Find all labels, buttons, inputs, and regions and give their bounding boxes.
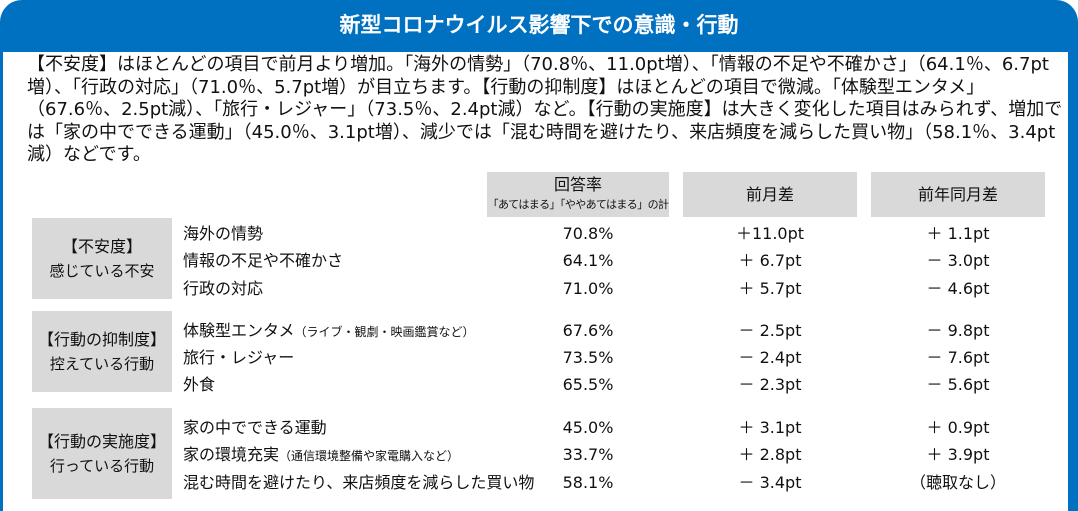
row-item: 旅行・レジャー bbox=[183, 344, 294, 373]
table-row: 家の環境充実（通信環境整備や家電購入など） 33.7% ＋ 2.8pt ＋ 3.… bbox=[183, 441, 1063, 468]
table-row: 旅行・レジャー 73.5% － 2.4pt － 7.6pt bbox=[183, 344, 1063, 371]
rate-value: 65.5% bbox=[562, 375, 614, 394]
row-item: 家の中でできる運動 bbox=[183, 414, 327, 443]
group-title: 【不安度】 bbox=[61, 236, 142, 256]
row-item: 海外の情勢 bbox=[183, 220, 263, 249]
yoy-value: － 3.0pt bbox=[926, 251, 990, 270]
row-item: 情報の不足や不確かさ bbox=[183, 247, 343, 276]
table-row: 外食 65.5% － 2.3pt － 5.6pt bbox=[183, 371, 1063, 398]
header-mom: 前月差 bbox=[683, 172, 857, 217]
item-label: 体験型エンタメ bbox=[183, 321, 295, 340]
rate-value: 64.1% bbox=[562, 251, 614, 270]
header-rate-label: 回答率 bbox=[553, 175, 602, 194]
rate-value: 67.6% bbox=[562, 321, 614, 340]
yoy-value: ＋ 3.9pt bbox=[926, 445, 990, 464]
item-label: 家の環境充実 bbox=[183, 445, 280, 464]
group-label: 【行動の抑制度】 控えている行動 bbox=[32, 311, 172, 392]
panel-body: 【不安度】はほとんどの項目で前月より増加。「海外の情勢」（70.8％、11.0p… bbox=[3, 52, 1068, 511]
table-row: 情報の不足や不確かさ 64.1% ＋ 6.7pt － 3.0pt bbox=[183, 247, 1063, 274]
item-label: 情報の不足や不確かさ bbox=[183, 251, 344, 270]
table-row: 海外の情勢 70.8% ＋11.0pt ＋ 1.1pt bbox=[183, 220, 1063, 247]
mom-value: － 2.5pt bbox=[738, 321, 802, 340]
panel-title: 新型コロナウイルス影響下での意識・行動 bbox=[339, 13, 739, 37]
group-label: 【行動の実施度】 行っている行動 bbox=[32, 408, 172, 499]
yoy-value: － 7.6pt bbox=[926, 348, 990, 367]
item-label: 旅行・レジャー bbox=[183, 348, 295, 367]
header-yoy-label: 前年同月差 bbox=[917, 185, 998, 204]
mom-value: ＋11.0pt bbox=[735, 224, 805, 243]
item-label: 家の中でできる運動 bbox=[183, 418, 327, 437]
summary-text: 【不安度】はほとんどの項目で前月より増加。「海外の情勢」（70.8％、11.0p… bbox=[27, 54, 1063, 165]
row-item: 家の環境充実（通信環境整備や家電購入など） bbox=[183, 441, 459, 470]
header-yoy: 前年同月差 bbox=[871, 172, 1045, 217]
table-row: 体験型エンタメ（ライブ・観劇・映画鑑賞など） 67.6% － 2.5pt － 9… bbox=[183, 317, 1063, 344]
row-item: 外食 bbox=[183, 371, 215, 400]
item-label: 混む時間を避けたり、来店頻度を減らした買い物 bbox=[183, 473, 535, 492]
mom-value: ＋ 2.8pt bbox=[738, 445, 802, 464]
yoy-value: － 9.8pt bbox=[926, 321, 990, 340]
mom-value: ＋ 6.7pt bbox=[738, 251, 802, 270]
mom-value: ＋ 5.7pt bbox=[738, 279, 802, 298]
rate-value: 33.7% bbox=[562, 445, 614, 464]
item-label: 外食 bbox=[183, 375, 216, 394]
yoy-value: （聴取なし） bbox=[909, 473, 1006, 492]
row-item: 行政の対応 bbox=[183, 275, 263, 304]
rate-value: 71.0% bbox=[562, 279, 614, 298]
yoy-value: ＋ 0.9pt bbox=[926, 418, 990, 437]
yoy-value: － 5.6pt bbox=[926, 375, 990, 394]
item-label: 海外の情勢 bbox=[183, 224, 264, 243]
group-subtitle: 感じている不安 bbox=[49, 261, 155, 280]
rate-value: 58.1% bbox=[562, 473, 614, 492]
item-note: （ライブ・観劇・映画鑑賞など） bbox=[294, 325, 475, 339]
header-rate-note: 「あてはまる」「ややあてはまる」の計 bbox=[487, 198, 669, 211]
rate-value: 70.8% bbox=[562, 224, 614, 243]
table-row: 行政の対応 71.0% ＋ 5.7pt － 4.6pt bbox=[183, 275, 1063, 302]
row-item: 混む時間を避けたり、来店頻度を減らした買い物 bbox=[183, 469, 534, 498]
mom-value: － 2.3pt bbox=[738, 375, 802, 394]
row-item: 体験型エンタメ（ライブ・観劇・映画鑑賞など） bbox=[183, 317, 475, 346]
header-mom-label: 前月差 bbox=[745, 185, 794, 204]
item-note: （通信環境整備や家電購入など） bbox=[279, 449, 460, 463]
group-title: 【行動の実施度】 bbox=[37, 431, 166, 451]
mom-value: － 3.4pt bbox=[738, 473, 802, 492]
mom-value: ＋ 3.1pt bbox=[738, 418, 802, 437]
rate-value: 73.5% bbox=[562, 348, 614, 367]
table-row: 家の中でできる運動 45.0% ＋ 3.1pt ＋ 0.9pt bbox=[183, 414, 1063, 441]
yoy-value: ＋ 1.1pt bbox=[926, 224, 990, 243]
rate-value: 45.0% bbox=[562, 418, 614, 437]
group-subtitle: 行っている行動 bbox=[49, 456, 155, 475]
group-label: 【不安度】感じている不安 bbox=[32, 218, 172, 299]
item-label: 行政の対応 bbox=[183, 279, 264, 298]
group-title: 【行動の抑制度】 bbox=[37, 329, 166, 349]
table-row: 混む時間を避けたり、来店頻度を減らした買い物 58.1% － 3.4pt （聴取… bbox=[183, 469, 1063, 496]
mom-value: － 2.4pt bbox=[738, 348, 802, 367]
group-subtitle: 控えている行動 bbox=[49, 354, 155, 373]
header-rate: 回答率 「あてはまる」「ややあてはまる」の計 bbox=[487, 172, 669, 217]
yoy-value: － 4.6pt bbox=[926, 279, 990, 298]
